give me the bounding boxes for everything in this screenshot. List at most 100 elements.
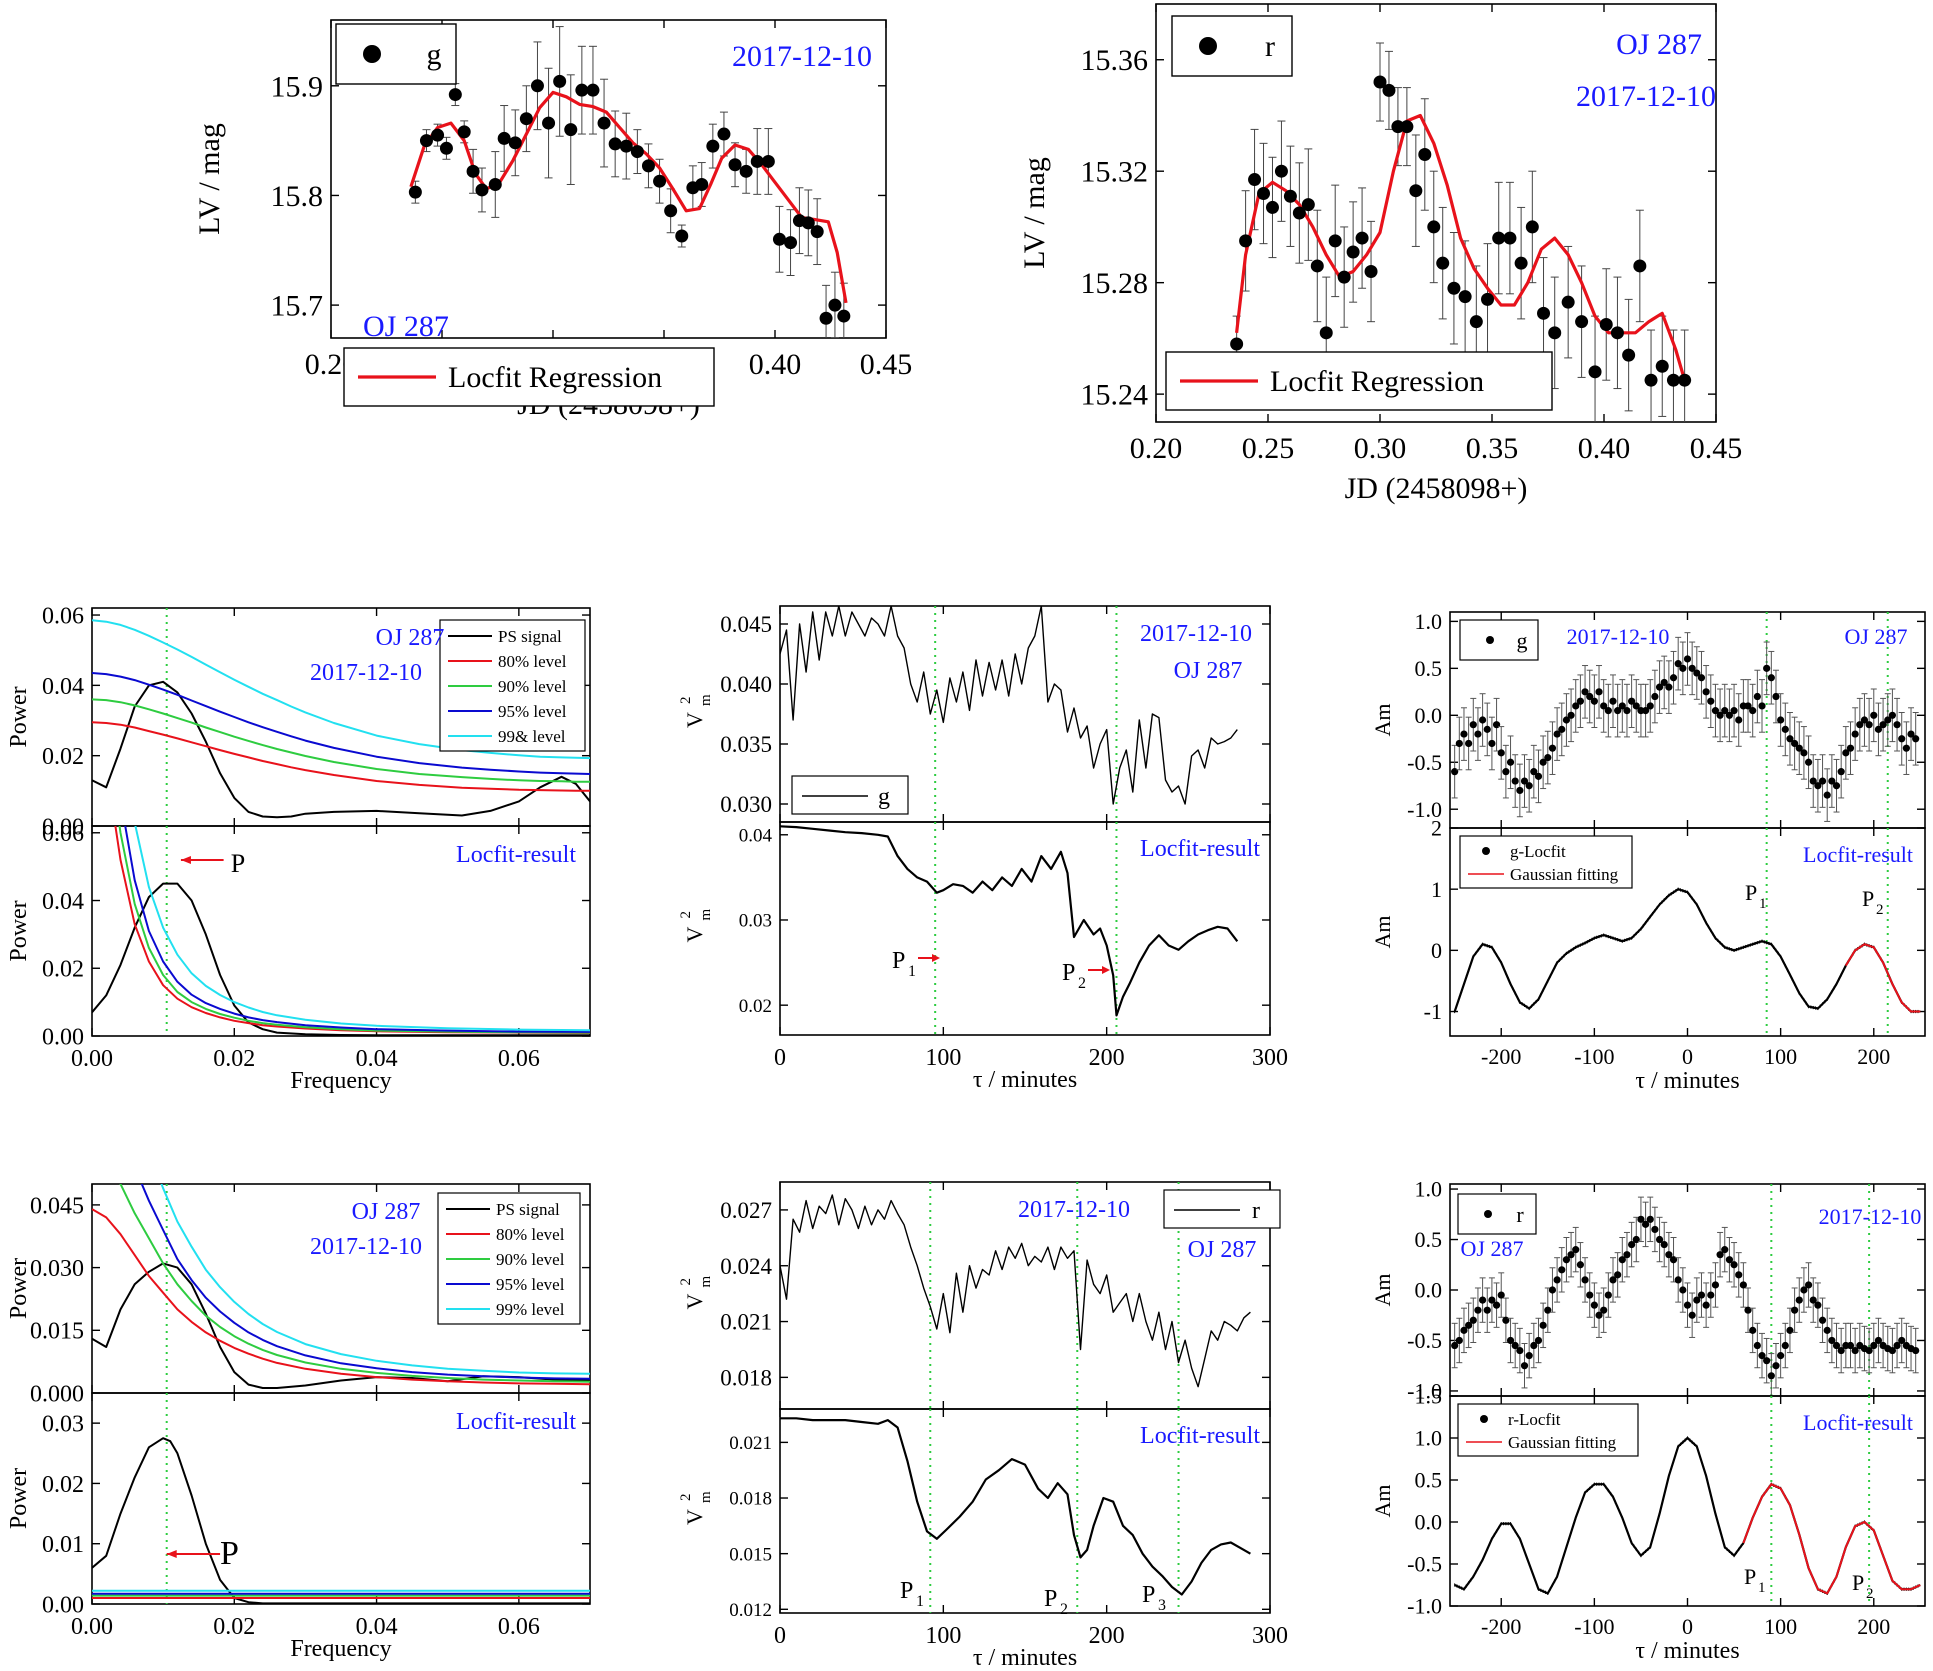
ps-signal-line xyxy=(92,1437,590,1604)
annotation: 2017-12-10 xyxy=(1567,624,1670,649)
data-point xyxy=(1767,674,1775,682)
data-point xyxy=(1641,707,1650,715)
data-point xyxy=(1678,373,1692,387)
data-point xyxy=(1292,206,1306,220)
data-point xyxy=(1283,189,1297,203)
ps-signal-line xyxy=(92,882,590,1036)
y-tick-label: 0.000 xyxy=(30,1381,84,1407)
data-point xyxy=(1418,147,1432,161)
annotation: OJ 287 xyxy=(1461,1236,1524,1261)
x-tick-label: 0.04 xyxy=(356,1614,398,1640)
data-point xyxy=(408,185,422,199)
y-tick-label: -1 xyxy=(1424,999,1442,1024)
data-point xyxy=(1537,306,1551,320)
x-tick-label: 0.40 xyxy=(749,348,802,381)
data-point xyxy=(1800,749,1808,757)
data-point xyxy=(1506,1336,1515,1345)
data-point xyxy=(1809,777,1817,785)
data-point xyxy=(1465,1321,1473,1329)
data-point xyxy=(1721,1246,1729,1254)
period-label: P xyxy=(1852,1570,1864,1595)
x-tick-label: 100 xyxy=(925,1623,961,1649)
data-point xyxy=(1832,782,1841,790)
y-tick-label: 1.0 xyxy=(1415,1177,1443,1202)
data-point xyxy=(1651,692,1659,701)
data-point xyxy=(1842,749,1850,757)
plot-frame-lc_r xyxy=(1155,3,1717,423)
sf-line xyxy=(780,825,1239,1017)
data-point xyxy=(1301,198,1315,212)
data-point xyxy=(1856,721,1864,729)
y-axis-label: Am xyxy=(1370,916,1395,949)
data-point xyxy=(1492,721,1501,729)
legend-marker xyxy=(1484,1210,1492,1218)
x-axis-label: τ / minutes xyxy=(1635,1638,1739,1664)
data-point xyxy=(1586,692,1594,701)
y-axis-label: V xyxy=(682,712,707,728)
y-axis-label: V xyxy=(682,1509,707,1525)
data-point xyxy=(1763,664,1771,672)
annotation: Locfit-result xyxy=(1140,836,1260,862)
data-point xyxy=(608,137,622,151)
data-point xyxy=(1455,1336,1463,1345)
period-label: P xyxy=(900,1578,913,1604)
annotation: Locfit-result xyxy=(1803,1410,1913,1435)
data-point xyxy=(1644,373,1658,387)
data-point xyxy=(1447,281,1461,295)
data-point xyxy=(717,127,731,141)
data-point xyxy=(1655,1235,1664,1244)
data-point xyxy=(1693,669,1701,677)
y-tick-label: 0.045 xyxy=(30,1193,84,1219)
y-axis-label-sup: 2 xyxy=(678,1494,694,1502)
data-point xyxy=(1572,1246,1580,1254)
x-tick-label: -200 xyxy=(1481,1044,1521,1069)
data-point xyxy=(1669,1256,1678,1264)
data-point xyxy=(1561,295,1575,309)
data-point xyxy=(1576,1261,1584,1269)
plot-frame-lc_g xyxy=(330,19,887,339)
annotation: 2017-12-10 xyxy=(732,40,872,73)
data-point xyxy=(1874,1336,1883,1345)
y-tick-label: -0.5 xyxy=(1407,750,1442,775)
level-line xyxy=(92,698,590,783)
data-point xyxy=(1828,1336,1836,1345)
data-point xyxy=(1665,1251,1673,1259)
data-point xyxy=(1711,707,1720,715)
data-point xyxy=(1902,744,1910,752)
data-point xyxy=(1884,716,1892,724)
data-point xyxy=(1451,768,1459,776)
data-point xyxy=(1744,1306,1752,1314)
data-point xyxy=(1646,702,1654,710)
y-tick-label: 0.021 xyxy=(720,1310,772,1335)
x-tick-label: 0 xyxy=(774,1623,786,1649)
data-point xyxy=(1604,707,1612,715)
data-point xyxy=(1257,186,1271,200)
data-point xyxy=(1544,1306,1552,1314)
period-label: P xyxy=(892,948,905,974)
data-point xyxy=(1230,337,1244,351)
legend-label: 95% level xyxy=(496,1275,565,1294)
data-point xyxy=(1823,791,1831,799)
data-point xyxy=(1795,1296,1803,1304)
data-point xyxy=(837,309,851,323)
data-point xyxy=(1912,1346,1920,1355)
data-point xyxy=(1725,711,1734,719)
data-point xyxy=(497,131,511,145)
data-point xyxy=(1879,721,1887,729)
x-tick-label: 200 xyxy=(1089,1045,1125,1071)
data-point xyxy=(1469,721,1477,729)
data-point xyxy=(1870,1341,1878,1350)
gaussian-fit-line xyxy=(1844,943,1921,1013)
period-label-sub: 2 xyxy=(1866,1586,1874,1602)
data-point xyxy=(1823,1326,1831,1334)
data-point xyxy=(542,116,556,130)
annotation: Locfit-result xyxy=(456,1409,576,1435)
annotation: OJ 287 xyxy=(363,310,449,343)
data-point xyxy=(1795,744,1803,752)
legend-label: 95% level xyxy=(498,702,567,721)
panel-frame xyxy=(779,821,1271,1036)
data-point xyxy=(1814,1301,1822,1309)
data-point xyxy=(1707,697,1715,705)
period-label: P xyxy=(1062,960,1075,986)
